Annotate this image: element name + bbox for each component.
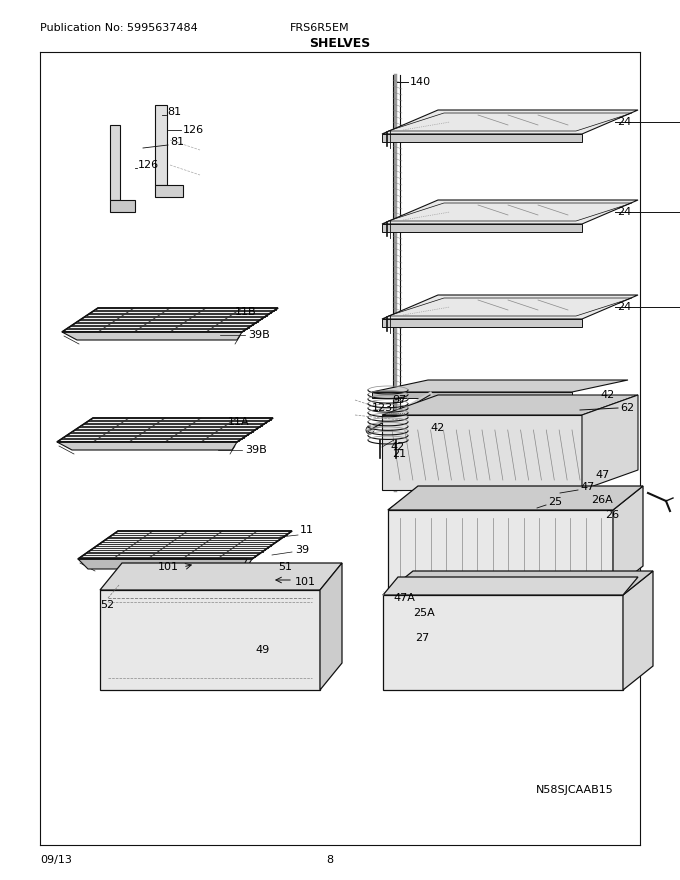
Polygon shape <box>110 200 135 212</box>
Polygon shape <box>372 380 628 392</box>
Text: 126: 126 <box>183 125 204 135</box>
Text: 126: 126 <box>138 160 159 170</box>
Circle shape <box>113 165 117 169</box>
Circle shape <box>366 426 374 434</box>
Polygon shape <box>62 332 242 340</box>
Polygon shape <box>372 392 572 398</box>
Polygon shape <box>382 200 638 224</box>
Text: SHELVES: SHELVES <box>309 36 371 49</box>
Text: 11: 11 <box>300 525 314 535</box>
Polygon shape <box>613 486 643 590</box>
Polygon shape <box>382 395 638 415</box>
Text: 11A: 11A <box>228 417 250 427</box>
Text: 101: 101 <box>295 577 316 587</box>
Polygon shape <box>388 510 613 590</box>
Text: 27: 27 <box>415 633 429 643</box>
Text: 101: 101 <box>158 562 179 572</box>
Circle shape <box>113 185 117 189</box>
Polygon shape <box>78 531 292 559</box>
Text: 47A: 47A <box>393 593 415 603</box>
Polygon shape <box>623 571 653 690</box>
Polygon shape <box>155 105 167 185</box>
Text: Publication No: 5995637484: Publication No: 5995637484 <box>40 23 198 33</box>
Text: FRS6R5EM: FRS6R5EM <box>290 23 350 33</box>
Polygon shape <box>382 319 582 327</box>
Polygon shape <box>62 308 278 332</box>
Polygon shape <box>382 110 638 134</box>
Text: 25: 25 <box>548 497 562 507</box>
Polygon shape <box>78 559 247 569</box>
Text: N58SJCAAB15: N58SJCAAB15 <box>536 785 614 795</box>
Polygon shape <box>382 295 638 319</box>
Circle shape <box>158 148 163 152</box>
Polygon shape <box>382 134 582 142</box>
Polygon shape <box>110 125 120 200</box>
Text: 24: 24 <box>617 207 631 217</box>
Text: 62: 62 <box>620 403 634 413</box>
Text: 26A: 26A <box>591 495 613 505</box>
Text: 123: 123 <box>372 403 393 413</box>
Circle shape <box>113 143 117 147</box>
Text: 47: 47 <box>595 470 609 480</box>
Polygon shape <box>78 559 252 567</box>
Text: 25A: 25A <box>413 608 435 618</box>
Polygon shape <box>383 571 653 595</box>
Polygon shape <box>382 224 582 232</box>
Text: 42: 42 <box>390 442 404 452</box>
Circle shape <box>158 122 163 128</box>
Polygon shape <box>100 563 342 590</box>
Polygon shape <box>382 415 582 490</box>
Text: 24: 24 <box>617 117 631 127</box>
Text: 39B: 39B <box>245 445 267 455</box>
Polygon shape <box>320 563 342 690</box>
Text: 81: 81 <box>170 137 184 147</box>
Polygon shape <box>383 577 638 595</box>
Text: 24: 24 <box>617 302 631 312</box>
Text: 8: 8 <box>326 855 334 865</box>
Text: 09/13: 09/13 <box>40 855 72 865</box>
Text: 42: 42 <box>600 390 614 400</box>
Circle shape <box>158 167 163 172</box>
Text: 97: 97 <box>392 395 406 405</box>
Text: 52: 52 <box>100 600 114 610</box>
Text: 39B: 39B <box>248 330 270 340</box>
Text: 51: 51 <box>278 562 292 572</box>
Text: 81: 81 <box>167 107 181 117</box>
Text: 26: 26 <box>605 510 619 520</box>
Text: 21: 21 <box>392 449 406 459</box>
Polygon shape <box>383 595 623 690</box>
Polygon shape <box>388 488 643 510</box>
Polygon shape <box>388 486 643 510</box>
Text: 39: 39 <box>295 545 309 555</box>
Polygon shape <box>57 442 237 450</box>
Polygon shape <box>155 185 183 197</box>
Text: 42: 42 <box>430 423 444 433</box>
Text: 47: 47 <box>580 482 594 492</box>
Text: 49: 49 <box>255 645 269 655</box>
Text: 11B: 11B <box>235 307 256 317</box>
Text: 140: 140 <box>410 77 431 87</box>
Polygon shape <box>57 418 273 442</box>
Polygon shape <box>582 395 638 490</box>
Polygon shape <box>100 590 320 690</box>
